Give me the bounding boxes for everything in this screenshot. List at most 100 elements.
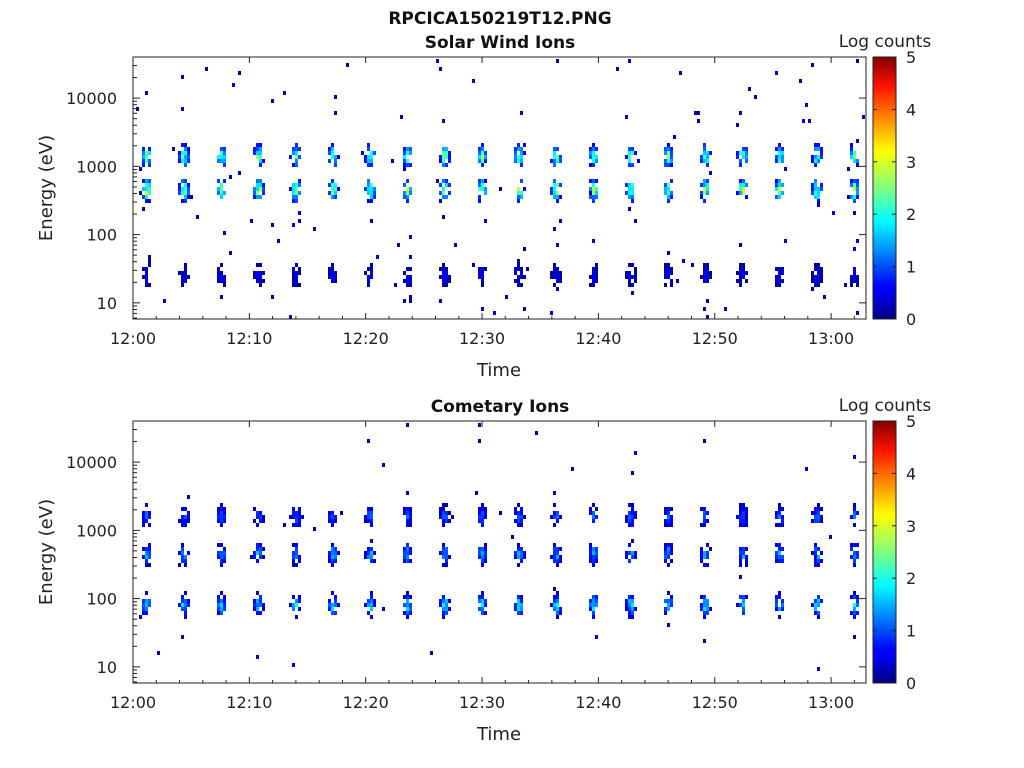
heatmap-cell — [556, 515, 559, 519]
heatmap-cell — [367, 511, 370, 515]
heatmap-cell — [856, 187, 859, 191]
heatmap-cell — [745, 195, 748, 199]
heatmap-cell — [592, 519, 595, 523]
heatmap-cell — [814, 551, 817, 555]
heatmap-cell — [595, 507, 598, 511]
x-axis-label: Time — [476, 360, 521, 381]
heatmap-cell — [667, 555, 670, 559]
heatmap-cell — [256, 591, 259, 595]
heatmap-cell — [775, 147, 778, 151]
heatmap-cell — [775, 275, 778, 279]
heatmap-cell — [295, 563, 298, 567]
heatmap-cell — [442, 155, 445, 159]
heatmap-cell — [595, 603, 598, 607]
heatmap-cell — [370, 519, 373, 523]
heatmap-cell — [217, 551, 220, 555]
heatmap-cell — [703, 187, 706, 191]
heatmap-cell — [592, 611, 595, 615]
heatmap-cell — [520, 523, 523, 527]
heatmap-cell — [667, 251, 670, 255]
heatmap-cell — [805, 103, 808, 107]
heatmap-cell — [442, 519, 445, 523]
heatmap-cell — [145, 603, 148, 607]
heatmap-cell — [589, 607, 592, 611]
heatmap-cell — [781, 279, 784, 283]
heatmap-cell — [775, 187, 778, 191]
heatmap-cell — [739, 603, 742, 607]
heatmap-cell — [589, 179, 592, 183]
heatmap-cell — [667, 199, 670, 203]
heatmap-cell — [217, 507, 220, 511]
heatmap-cell — [373, 551, 376, 555]
heatmap-cell — [223, 559, 226, 563]
heatmap-cell — [292, 267, 295, 271]
heatmap-cell — [700, 547, 703, 551]
heatmap-cell — [781, 151, 784, 155]
heatmap-cell — [478, 155, 481, 159]
heatmap-cell — [664, 559, 667, 563]
heatmap-cell — [829, 535, 832, 539]
heatmap-cell — [664, 263, 667, 267]
heatmap-cell — [367, 507, 370, 511]
heatmap-cell — [340, 511, 343, 515]
heatmap-cell — [775, 555, 778, 559]
heatmap-cell — [805, 467, 808, 471]
heatmap-cell — [442, 187, 445, 191]
heatmap-cell — [397, 243, 400, 247]
heatmap-cell — [220, 551, 223, 555]
heatmap-cell — [481, 179, 484, 183]
heatmap-cell — [448, 151, 451, 155]
heatmap-cell — [553, 275, 556, 279]
heatmap-cell — [817, 199, 820, 203]
heatmap-cell — [670, 283, 673, 287]
heatmap-cell — [328, 275, 331, 279]
heatmap-cell — [553, 227, 556, 231]
heatmap-cell — [142, 611, 145, 615]
heatmap-cell — [628, 551, 631, 555]
heatmap-cell — [364, 271, 367, 275]
heatmap-cell — [370, 159, 373, 163]
heatmap-cell — [820, 187, 823, 191]
heatmap-cell — [811, 275, 814, 279]
heatmap-cell — [334, 279, 337, 283]
heatmap-cell — [667, 275, 670, 279]
heatmap-cell — [292, 523, 295, 527]
heatmap-cell — [478, 151, 481, 155]
heatmap-cell — [673, 135, 676, 139]
heatmap-cell — [256, 515, 259, 519]
heatmap-cell — [670, 195, 673, 199]
x-tick-label: 12:40 — [575, 693, 621, 712]
heatmap-cell — [298, 507, 301, 511]
heatmap-cell — [178, 155, 181, 159]
heatmap-cell — [442, 503, 445, 507]
heatmap-cell — [778, 503, 781, 507]
y-tick-label: 100 — [86, 590, 117, 609]
heatmap-cell — [256, 147, 259, 151]
heatmap-cell — [667, 515, 670, 519]
heatmap-cell — [589, 507, 592, 511]
heatmap-cell — [667, 519, 670, 523]
heatmap-cell — [406, 507, 409, 511]
heatmap-cell — [187, 275, 190, 279]
heatmap-cell — [142, 147, 145, 151]
heatmap-cell — [259, 179, 262, 183]
heatmap-cell — [631, 471, 634, 475]
heatmap-cell — [631, 519, 634, 523]
heatmap-cell — [517, 611, 520, 615]
heatmap-cell — [625, 555, 628, 559]
heatmap-cell — [298, 511, 301, 515]
heatmap-cell — [631, 511, 634, 515]
heatmap-cell — [856, 311, 859, 315]
heatmap-cell — [625, 191, 628, 195]
heatmap-cell — [778, 271, 781, 275]
heatmap-cell — [853, 279, 856, 283]
heatmap-cell — [742, 263, 745, 267]
heatmap-cell — [628, 263, 631, 267]
heatmap-cell — [778, 555, 781, 559]
heatmap-cell — [703, 191, 706, 195]
heatmap-cell — [667, 163, 670, 167]
heatmap-cell — [703, 275, 706, 279]
heatmap-cell — [334, 111, 337, 115]
heatmap-cell — [631, 195, 634, 199]
heatmap-cell — [703, 439, 706, 443]
